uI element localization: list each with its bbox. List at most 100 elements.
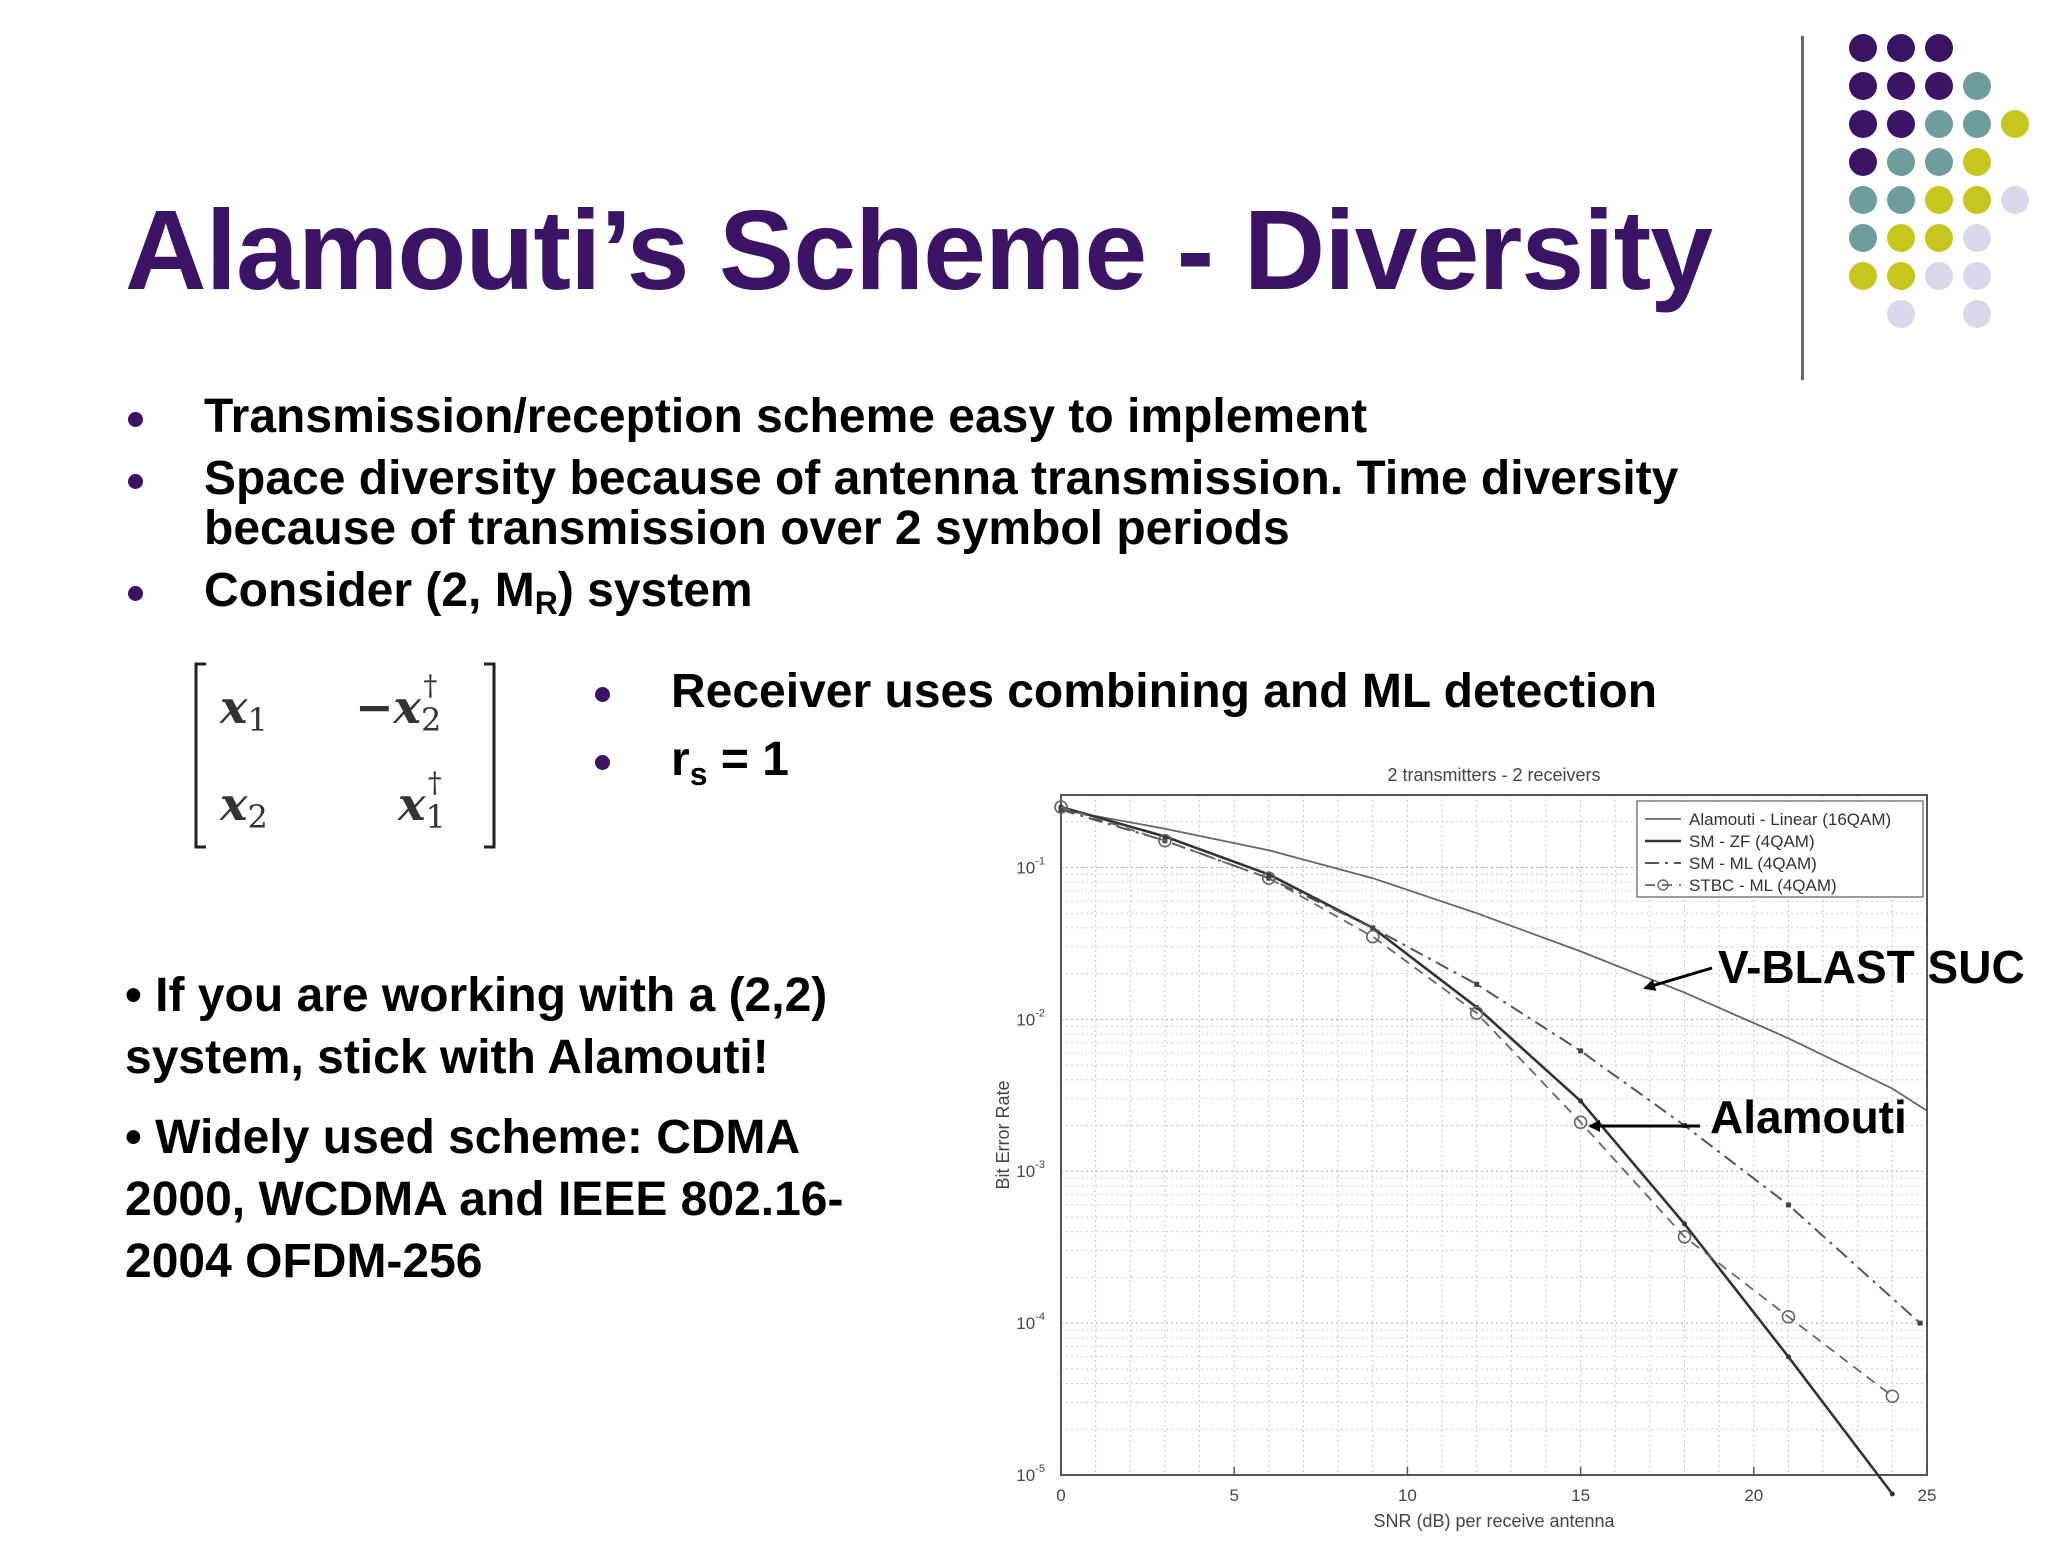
- decorative-dot: [1925, 148, 1953, 176]
- decorative-dot: [1887, 110, 1915, 138]
- decorative-dot: [1887, 72, 1915, 100]
- ber-chart: 0 5 10 15 20 25 10-1 10-2 10-3 10-4 10-5 2 transmit…: [985, 755, 2045, 1536]
- bullet-text-prefix: Consider (2, M: [204, 564, 535, 617]
- notes-block: • If you are working with a (2,2) system…: [125, 965, 925, 1311]
- bullet-dot-icon: [128, 586, 143, 601]
- left-bracket: [194, 662, 206, 849]
- series-point-2: [1474, 981, 1480, 987]
- decorative-dot: [1849, 72, 1877, 100]
- x-tick-label: 10: [1398, 1486, 1417, 1505]
- bullet-easy-implement: Transmission/reception scheme easy to im…: [125, 392, 1825, 442]
- series-point-2: [1682, 1123, 1688, 1129]
- slide-title: Alamouti’s Scheme - Diversity: [125, 187, 1713, 313]
- x-tick-label: 15: [1571, 1486, 1590, 1505]
- main-bullet-list: Transmission/reception scheme easy to im…: [125, 392, 1825, 640]
- receiver-bullet-list: Receiver uses combining and ML detection…: [592, 665, 1792, 815]
- decorative-dot: [1849, 224, 1877, 252]
- matrix-entry-12: −x2†: [355, 669, 441, 739]
- series-point-2: [1578, 1048, 1584, 1054]
- plot-area-frame: [1060, 794, 1928, 1476]
- chart-title: 2 transmitters - 2 receivers: [1387, 765, 1600, 785]
- note-widely-used: • Widely used scheme: CDMA 2000, WCDMA a…: [125, 1111, 844, 1288]
- series-point-1: [1266, 871, 1272, 877]
- series-point-1: [1889, 1491, 1895, 1497]
- alamouti-code-matrix: x1 −x2† x2 x1†: [190, 658, 500, 853]
- series-point-3: [1677, 1230, 1692, 1244]
- decorative-dot: [2001, 110, 2029, 138]
- series-line-3: [1060, 806, 1893, 1397]
- series-point-2: [1266, 875, 1272, 881]
- series-point-3: [1781, 1310, 1796, 1324]
- x-tick-label: 5: [1229, 1486, 1238, 1505]
- series-point-3: [1365, 929, 1380, 944]
- bullet-text-prefix: r: [671, 733, 690, 786]
- decorative-dot: [1963, 110, 1991, 138]
- y-tick-label: 10-1: [1016, 855, 1045, 877]
- matrix-entry-11: x1: [219, 680, 268, 739]
- bullet-text-suffix: ) system: [557, 564, 753, 617]
- series-point-1: [1578, 1098, 1584, 1104]
- bullet-dot-icon: [595, 755, 610, 770]
- series-point-3: [1262, 871, 1276, 885]
- series-point-3: [1469, 1006, 1484, 1020]
- legend-entry: SM - ML (4QAM): [1689, 854, 1817, 873]
- y-tick-label: 10-5: [1016, 1463, 1045, 1485]
- decorative-dot: [1925, 110, 1953, 138]
- decorative-dot: [1925, 34, 1953, 62]
- decorative-dot: [1849, 148, 1877, 176]
- decorative-dot: [1887, 300, 1915, 328]
- decorative-dot: [1887, 186, 1915, 214]
- series-point-1: [1785, 1354, 1791, 1360]
- decorative-dot: [2001, 186, 2029, 214]
- series-point-3: [1573, 1115, 1588, 1130]
- bullet-text-suffix: = 1: [707, 733, 789, 786]
- right-bracket: [484, 662, 496, 849]
- bullet-text: Receiver uses combining and ML detection: [671, 665, 1658, 718]
- title-divider: [1801, 36, 1804, 380]
- decorative-dot: [1963, 262, 1991, 290]
- series-point-2: [1917, 1320, 1923, 1326]
- bullet-system-config: Consider (2, MR) system: [125, 566, 1825, 628]
- decorative-dot: [1925, 262, 1953, 290]
- legend-entry: Alamouti - Linear (16QAM): [1689, 810, 1891, 829]
- y-tick-label: 10-3: [1016, 1159, 1045, 1181]
- series-point-2: [1785, 1202, 1791, 1208]
- matrix-entry-21: x2: [219, 777, 268, 836]
- series-point-3: [1054, 800, 1068, 814]
- decorative-dot: [1963, 186, 1991, 214]
- decorative-dot: [1887, 224, 1915, 252]
- decorative-dot: [1963, 72, 1991, 100]
- x-axis-label: SNR (dB) per receive antenna: [1373, 1511, 1615, 1531]
- series-line-0: [1060, 808, 1928, 1112]
- decorative-dot: [1849, 186, 1877, 214]
- decorative-dot: [1925, 72, 1953, 100]
- y-axis-label: Bit Error Rate: [993, 1080, 1013, 1189]
- x-tick-label: 25: [1918, 1486, 1937, 1505]
- series-point-3: [1885, 1389, 1900, 1404]
- decorative-dot: [1887, 34, 1915, 62]
- callout-alamouti: Alamouti: [1710, 1091, 1907, 1143]
- decorative-dot: [1963, 224, 1991, 252]
- x-tick-label: 0: [1056, 1486, 1065, 1505]
- decorative-dot: [1925, 186, 1953, 214]
- legend-entry: STBC - ML (4QAM): [1689, 876, 1837, 895]
- bullet-text: Transmission/reception scheme easy to im…: [204, 390, 1368, 443]
- bullet-space-time-diversity: Space diversity because of antenna trans…: [125, 454, 1825, 554]
- bullet-rate: rs = 1: [592, 733, 1792, 801]
- decorative-dot: [1887, 148, 1915, 176]
- legend-swatch-marker: [1657, 879, 1669, 891]
- decorative-dot: [1849, 110, 1877, 138]
- series-point-3: [1158, 833, 1172, 848]
- legend-entry: SM - ZF (4QAM): [1689, 832, 1815, 851]
- decorative-dot: [1925, 224, 1953, 252]
- decorative-dot: [1849, 262, 1877, 290]
- y-tick-label: 10-2: [1016, 1007, 1045, 1029]
- bullet-subscript: s: [689, 756, 708, 792]
- x-tick-label: 20: [1744, 1486, 1763, 1505]
- bullet-dot-icon: [595, 687, 610, 702]
- bullet-subscript: R: [534, 585, 558, 621]
- bullet-dot-icon: [128, 474, 143, 489]
- series-line-2: [1060, 808, 1921, 1324]
- decorative-dot: [1963, 148, 1991, 176]
- legend-box: [1636, 800, 1924, 898]
